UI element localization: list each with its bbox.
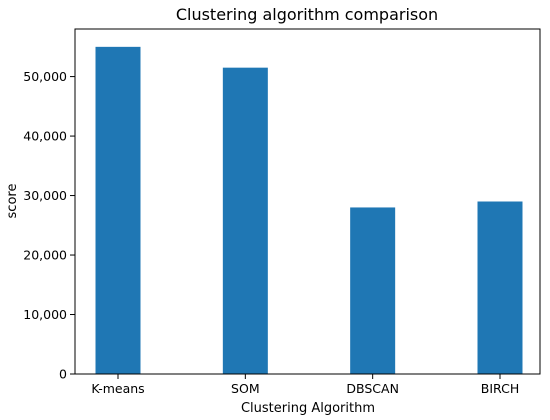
x-tick-label: BIRCH [481,381,519,396]
x-tick-label: K-means [91,381,144,396]
bar-som [222,67,268,375]
bars-group [95,46,523,375]
y-tick-label: 40,000 [23,129,67,144]
x-axis: K-means SOM DBSCAN BIRCH [91,374,519,396]
x-tick-label: SOM [231,381,260,396]
y-tick-label: 30,000 [23,188,67,203]
y-tick-label: 10,000 [23,307,67,322]
chart-title: Clustering algorithm comparison [176,5,438,24]
plot-frame [74,28,541,375]
x-tick-label: DBSCAN [346,381,399,396]
y-axis-label: score [5,184,20,219]
bar-dbscan [350,207,396,374]
bar-birch [477,201,523,374]
y-tick-label: 20,000 [23,248,67,263]
y-axis: 0 10,000 20,000 30,000 40,000 50,000 [23,69,75,382]
x-axis-label: Clustering Algorithm [241,401,375,416]
bar-k-means [95,46,141,375]
y-tick-label: 0 [59,367,67,382]
y-tick-label: 50,000 [23,69,67,84]
